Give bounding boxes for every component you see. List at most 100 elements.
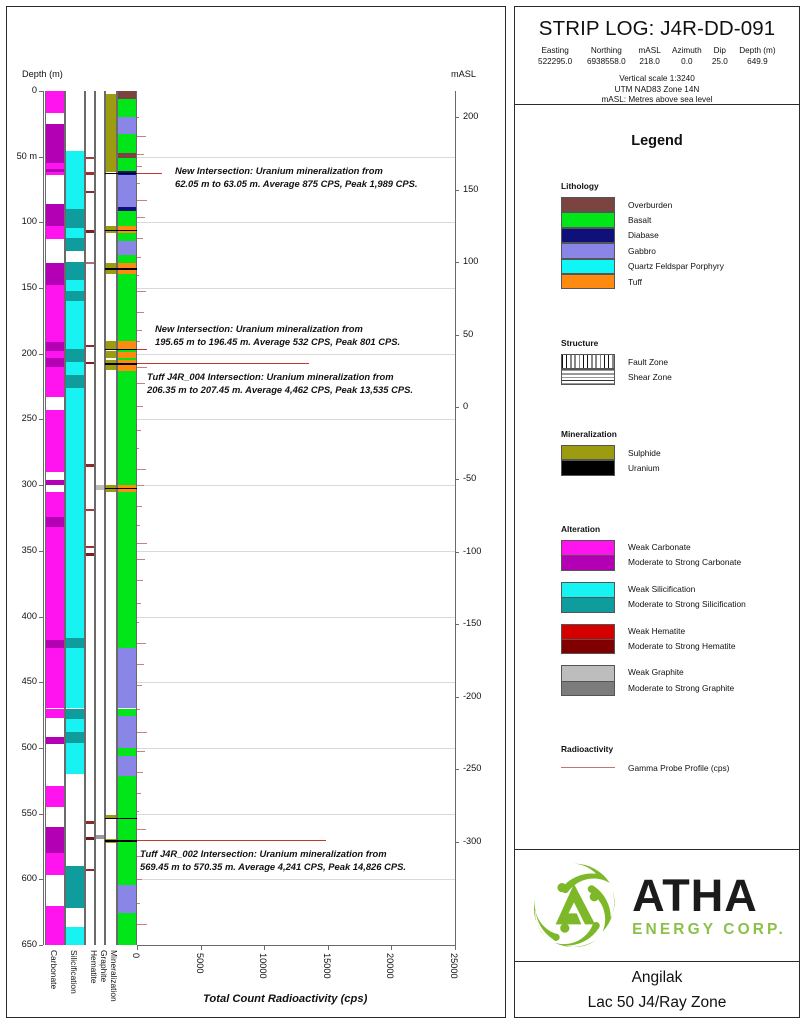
gamma-baseline-31 xyxy=(137,708,140,710)
info-panel: STRIP LOG: J4R-DD-091 Easting Northing mAS… xyxy=(514,6,800,1018)
legend-label-mineralization-0: Sulphide xyxy=(628,447,661,458)
segment-silicification-4 xyxy=(66,238,84,252)
masl-tick-200 xyxy=(455,117,459,119)
segment-lithology-33 xyxy=(118,913,136,945)
depth-tick-200 xyxy=(39,353,43,355)
segment-carbonate-7 xyxy=(46,203,64,227)
depth-tick-label-150: 150 xyxy=(21,282,37,293)
radioactivity-tick-10000 xyxy=(264,945,266,950)
segment-lithology-19 xyxy=(118,357,136,361)
legend-swatch-lithology-2 xyxy=(561,227,615,244)
depth-tick-650 xyxy=(39,945,43,946)
segment-carbonate-15 xyxy=(46,366,64,373)
legend-heading-lithology: Lithology xyxy=(561,181,599,191)
collar-label-2: mASL xyxy=(638,46,661,55)
legend-label-weak-3: Weak Graphite xyxy=(628,667,684,678)
segment-silicification-7 xyxy=(66,280,84,291)
gamma-baseline-5 xyxy=(137,200,147,201)
segment-hematite-3 xyxy=(86,230,94,233)
gamma-baseline-6 xyxy=(137,217,145,219)
segment-lithology-32 xyxy=(118,895,136,914)
segment-carbonate-20 xyxy=(46,479,64,486)
segment-lithology-26 xyxy=(118,716,136,748)
annotation-3-line2: 569.45 m to 570.35 m. Average 4,241 CPS,… xyxy=(140,861,406,873)
gamma-baseline-24 xyxy=(137,558,145,560)
segment-carbonate-33 xyxy=(46,826,64,854)
masl-tick-150 xyxy=(455,189,459,191)
segment-carbonate-31 xyxy=(46,786,64,808)
segment-carbonate-0 xyxy=(46,91,64,114)
legend-item-mineralization-0: Sulphide xyxy=(561,445,661,461)
collar-value-4: 25.0 xyxy=(711,56,728,66)
depth-tick-50 xyxy=(39,156,43,158)
uranium-marker-4 xyxy=(105,362,137,365)
segment-carbonate-5 xyxy=(46,172,64,176)
gamma-baseline-25 xyxy=(137,579,143,581)
gridline-depth-250 xyxy=(137,419,455,421)
depth-tick-label-400: 400 xyxy=(21,610,37,621)
legend-label-weak-0: Weak Carbonate xyxy=(628,542,691,552)
segment-carbonate-35 xyxy=(46,875,64,906)
segment-carbonate-29 xyxy=(46,737,64,744)
masl-tick-label-0: 0 xyxy=(463,400,469,411)
gridline-depth-300 xyxy=(137,485,455,487)
footer-block: Angilak Lac 50 J4/Ray Zone xyxy=(515,961,799,1019)
gamma-baseline-11 xyxy=(137,311,144,313)
segment-hematite-0 xyxy=(86,156,94,160)
segment-silicification-1 xyxy=(66,180,84,210)
annotation-2: Tuff J4R_004 Intersection: Uranium miner… xyxy=(147,370,413,397)
legend-group-radioactivity: Radioactivity Gamma Probe Profile (cps) xyxy=(561,744,729,775)
radioactivity-tick-5000 xyxy=(200,945,202,950)
masl-tick--200 xyxy=(455,696,459,698)
masl-note: mASL: Metres above sea level xyxy=(601,95,713,105)
legend-item-alteration-3: Weak Graphite Moderate to Strong Graphite xyxy=(561,665,746,697)
gamma-baseline-27 xyxy=(137,621,139,623)
segment-carbonate-36 xyxy=(46,905,64,932)
segment-lithology-13 xyxy=(118,255,136,264)
segment-mineralization-2 xyxy=(106,226,116,233)
segment-silicification-20 xyxy=(66,732,84,743)
gamma-baseline-38 xyxy=(137,855,144,857)
depth-tick-label-300: 300 xyxy=(21,479,37,490)
segment-mineralization-1 xyxy=(106,167,116,173)
gridline-depth-500 xyxy=(137,747,455,749)
depth-tick-150 xyxy=(39,288,43,290)
legend-item-alteration-1: Weak Silicification Moderate to Strong Si… xyxy=(561,581,746,613)
masl-tick-label--50: -50 xyxy=(463,473,477,484)
segment-lithology-30 xyxy=(118,876,136,885)
segment-carbonate-23 xyxy=(46,516,64,528)
gamma-baseline-32 xyxy=(137,732,147,734)
segment-carbonate-18 xyxy=(46,410,64,472)
segment-silicification-15 xyxy=(66,493,84,638)
radioactivity-tick-label-5000: 5000 xyxy=(194,953,205,974)
gamma-baseline-20 xyxy=(137,485,144,487)
depth-tick-100 xyxy=(39,222,43,224)
masl-axis-line xyxy=(455,91,456,945)
legend-item-alteration-2: Weak Hematite Moderate to Strong Hematite xyxy=(561,623,746,655)
legend-swatch-mineralization-1 xyxy=(561,460,615,476)
column-graphite xyxy=(95,91,105,945)
depth-tick-250 xyxy=(39,419,43,421)
segment-silicification-14 xyxy=(66,485,84,494)
segment-carbonate-11 xyxy=(46,285,64,342)
segment-lithology-20 xyxy=(118,360,136,371)
masl-tick--300 xyxy=(455,841,459,843)
collar-label-0: Easting xyxy=(541,46,569,55)
legend-swatch-alteration-0 xyxy=(561,540,615,571)
radioactivity-tick-25000 xyxy=(455,945,456,950)
collar-value-2: 218.0 xyxy=(639,56,660,66)
log-panel: Depth (m) mASL 0 50 m 100 150 200 250 300 350 40… xyxy=(6,6,506,1018)
depth-tick-300 xyxy=(39,485,43,487)
depth-tick-600 xyxy=(39,879,43,881)
radioactivity-tick-20000 xyxy=(391,945,393,950)
uranium-marker-3 xyxy=(105,348,137,350)
segment-lithology-4 xyxy=(118,152,136,158)
legend-list-structure: Fault Zone Shear Zone xyxy=(561,354,672,385)
segment-carbonate-13 xyxy=(46,351,64,358)
annotation-2-line2: 206.35 m to 207.45 m. Average 4,462 CPS,… xyxy=(147,384,413,396)
legend-label-structure-0: Fault Zone xyxy=(628,356,669,367)
gridline-depth-550 xyxy=(137,813,455,815)
segment-mineralization-8 xyxy=(106,814,116,819)
segment-carbonate-12 xyxy=(46,341,64,352)
